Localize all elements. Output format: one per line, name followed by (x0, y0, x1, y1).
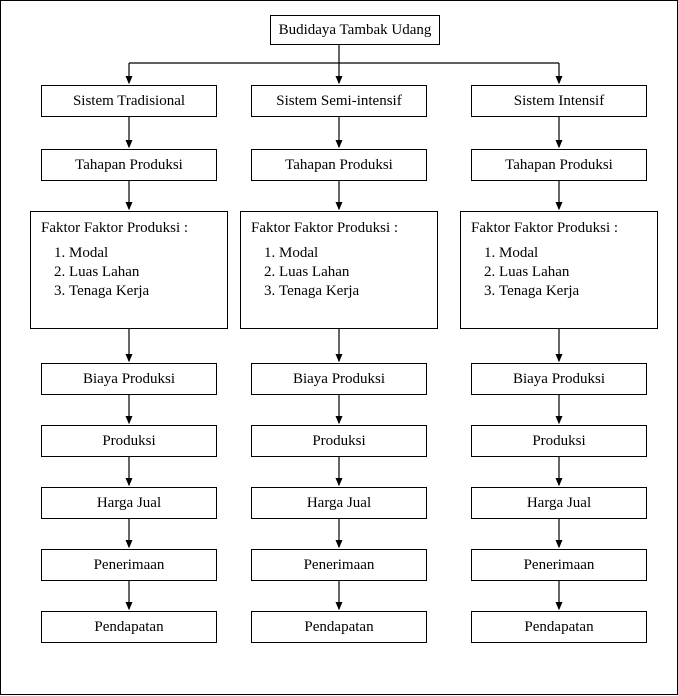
col2-step-2: Harga Jual (471, 487, 647, 519)
col2-factors-title: Faktor Faktor Produksi : (471, 220, 647, 237)
col2-factor-2: Luas Lahan (499, 264, 647, 281)
col1-factors-title: Faktor Faktor Produksi : (251, 220, 427, 237)
col0-factor-1: Modal (69, 245, 217, 262)
col1-step-0: Biaya Produksi (251, 363, 427, 395)
col2-step-1: Produksi (471, 425, 647, 457)
col1-stage: Tahapan Produksi (251, 149, 427, 181)
col0-stage: Tahapan Produksi (41, 149, 217, 181)
col0-step-1: Produksi (41, 425, 217, 457)
col1-system-label: Sistem Semi-intensif (276, 93, 401, 110)
col2-factors: Faktor Faktor Produksi : Modal Luas Laha… (460, 211, 658, 329)
col0-factor-2: Luas Lahan (69, 264, 217, 281)
col1-step-4-label: Pendapatan (304, 619, 373, 636)
col0-step-1-label: Produksi (102, 433, 155, 450)
col1-factors: Faktor Faktor Produksi : Modal Luas Laha… (240, 211, 438, 329)
col2-step-0: Biaya Produksi (471, 363, 647, 395)
root-label: Budidaya Tambak Udang (279, 22, 432, 39)
col2-system-label: Sistem Intensif (514, 93, 604, 110)
col2-factor-1: Modal (499, 245, 647, 262)
col2-factor-3: Tenaga Kerja (499, 283, 647, 300)
col1-system: Sistem Semi-intensif (251, 85, 427, 117)
col2-stage-label: Tahapan Produksi (505, 157, 613, 174)
col1-step-0-label: Biaya Produksi (293, 371, 385, 388)
col1-step-3-label: Penerimaan (304, 557, 375, 574)
col0-step-4-label: Pendapatan (94, 619, 163, 636)
col2-stage: Tahapan Produksi (471, 149, 647, 181)
col1-stage-label: Tahapan Produksi (285, 157, 393, 174)
col0-step-2: Harga Jual (41, 487, 217, 519)
col2-system: Sistem Intensif (471, 85, 647, 117)
col1-factors-list: Modal Luas Lahan Tenaga Kerja (279, 245, 427, 300)
col2-step-3-label: Penerimaan (524, 557, 595, 574)
col0-factors-title: Faktor Faktor Produksi : (41, 220, 217, 237)
root-node: Budidaya Tambak Udang (270, 15, 440, 45)
col1-step-2: Harga Jual (251, 487, 427, 519)
col2-step-4: Pendapatan (471, 611, 647, 643)
col0-system-label: Sistem Tradisional (73, 93, 185, 110)
col0-step-3: Penerimaan (41, 549, 217, 581)
col1-step-2-label: Harga Jual (307, 495, 371, 512)
col1-factor-2: Luas Lahan (279, 264, 427, 281)
col1-step-3: Penerimaan (251, 549, 427, 581)
col0-step-3-label: Penerimaan (94, 557, 165, 574)
col0-step-4: Pendapatan (41, 611, 217, 643)
flowchart-canvas: Budidaya Tambak Udang Sistem Tradisional… (1, 1, 677, 694)
col2-step-3: Penerimaan (471, 549, 647, 581)
col2-step-2-label: Harga Jual (527, 495, 591, 512)
col0-factors-list: Modal Luas Lahan Tenaga Kerja (69, 245, 217, 300)
col0-step-0: Biaya Produksi (41, 363, 217, 395)
col2-step-4-label: Pendapatan (524, 619, 593, 636)
col0-step-2-label: Harga Jual (97, 495, 161, 512)
col0-factors: Faktor Faktor Produksi : Modal Luas Laha… (30, 211, 228, 329)
col1-factor-1: Modal (279, 245, 427, 262)
col2-step-1-label: Produksi (532, 433, 585, 450)
col0-system: Sistem Tradisional (41, 85, 217, 117)
col1-step-4: Pendapatan (251, 611, 427, 643)
col1-factor-3: Tenaga Kerja (279, 283, 427, 300)
col1-step-1-label: Produksi (312, 433, 365, 450)
col0-stage-label: Tahapan Produksi (75, 157, 183, 174)
col2-factors-list: Modal Luas Lahan Tenaga Kerja (499, 245, 647, 300)
col0-factor-3: Tenaga Kerja (69, 283, 217, 300)
col1-step-1: Produksi (251, 425, 427, 457)
col0-step-0-label: Biaya Produksi (83, 371, 175, 388)
col2-step-0-label: Biaya Produksi (513, 371, 605, 388)
